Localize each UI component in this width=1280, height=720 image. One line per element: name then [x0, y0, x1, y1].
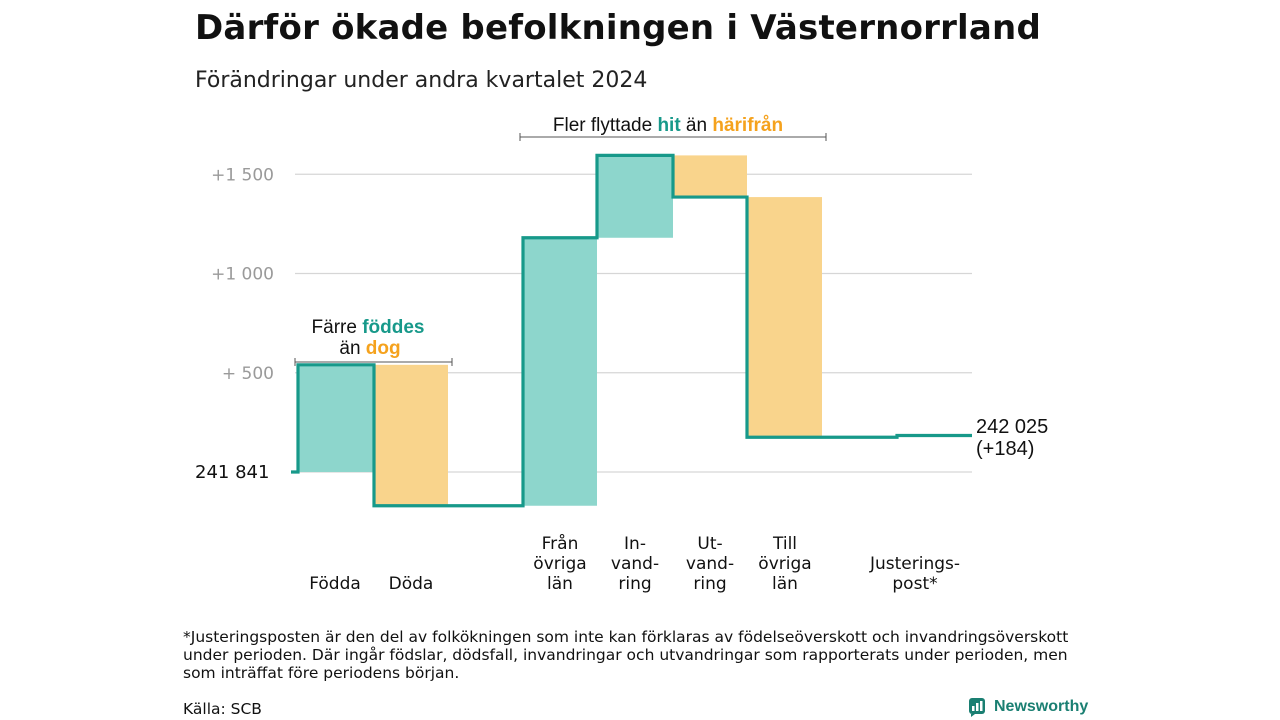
- newsworthy-logo-icon: [969, 698, 985, 717]
- bar-1: [374, 364, 448, 506]
- category-label-4: Ut-vand-ring: [686, 534, 734, 594]
- y-tick-label-0: + 500: [222, 364, 274, 384]
- y-tick-label-1: +1 000: [211, 265, 274, 285]
- category-label-5: Till övriga län: [758, 534, 811, 594]
- footnote: *Justeringsposten är den del av folkökni…: [183, 628, 1069, 682]
- cumulative-line: [291, 153, 972, 508]
- y-tick-label-2: +1 500: [211, 165, 274, 185]
- chart-title: Därför ökade befolkningen i Västernorrla…: [195, 8, 1041, 48]
- annotation-bracket-births-deaths: [294, 358, 453, 366]
- annotation-migration: Fler flyttade hit än härifrån: [553, 115, 783, 136]
- bar-3: [597, 155, 673, 238]
- bar-2: [523, 237, 597, 506]
- annotation-births-deaths-line2: än dog: [339, 338, 400, 359]
- brand-logo: Newsworthy: [968, 697, 1088, 717]
- start-value-label: 241 841: [195, 462, 269, 483]
- cumulative-step-line: [291, 153, 972, 508]
- category-label-0: Födda: [309, 574, 361, 594]
- category-labels: Födda Döda Från övriga län In-vand-ring Ut-van…: [309, 533, 960, 594]
- brand-name: Newsworthy: [994, 698, 1089, 715]
- bar-4: [673, 155, 747, 198]
- chart-subtitle: Förändringar under andra kvartalet 2024: [195, 68, 648, 93]
- end-change-label: (+184): [976, 438, 1034, 460]
- bar-0: [298, 364, 374, 472]
- category-label-3: In-vand-ring: [611, 534, 659, 594]
- end-value-label: 242 025: [976, 416, 1048, 438]
- bar-5: [747, 197, 822, 438]
- bars: [298, 155, 822, 506]
- annotation-births-deaths-line1: Färre föddes: [312, 317, 425, 338]
- source-label: Källa: SCB: [183, 700, 262, 718]
- category-label-2: Från övriga län: [533, 533, 586, 594]
- y-tick-labels: + 500 +1 000 +1 500: [211, 165, 274, 384]
- annotation-bracket-migration: [519, 133, 827, 141]
- category-label-1: Döda: [389, 574, 434, 594]
- category-label-6: Justerings-post*: [869, 554, 960, 594]
